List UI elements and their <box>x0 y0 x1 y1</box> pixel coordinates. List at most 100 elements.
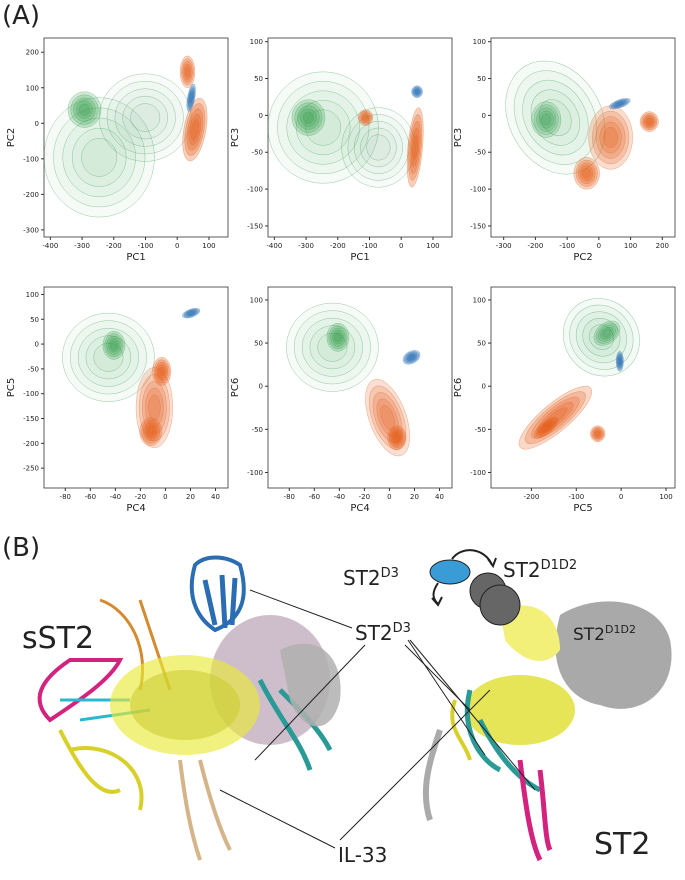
axes-frame <box>490 37 676 238</box>
x-tick-label: 20 <box>410 493 419 501</box>
density-contour <box>591 426 605 441</box>
density-contour <box>186 83 196 112</box>
density-plot: -80 -60 -40 -20 0 20 40-250-200-150-100-500501… <box>6 286 229 514</box>
label-st2: ST2 <box>594 827 650 862</box>
y-tick-label: 100 <box>473 38 486 46</box>
density-contour <box>617 354 623 369</box>
x-axis-label: PC1 <box>126 252 145 263</box>
x-tick-label: -300 <box>298 242 314 250</box>
x-tick-label: -400 <box>266 242 282 250</box>
label-sst2: sST2 <box>22 621 94 656</box>
density-contour <box>53 107 146 208</box>
density-contour <box>155 361 169 381</box>
density-contour <box>536 107 557 132</box>
x-tick-label: 0 <box>619 493 623 501</box>
density-contour <box>536 418 557 437</box>
y-tick-label: 50 <box>254 75 263 83</box>
y-tick-label: 100 <box>26 84 39 92</box>
density-contour <box>413 87 421 96</box>
density-contour <box>409 121 421 174</box>
density-contour <box>309 325 356 370</box>
x-tick-label: -100 <box>138 242 154 250</box>
density-contour <box>539 99 572 136</box>
y-tick-label: 0 <box>35 120 39 128</box>
density-contour <box>184 66 191 78</box>
density-contour <box>598 324 616 342</box>
density-contour <box>612 99 627 108</box>
density-contour <box>408 354 415 360</box>
density-contour <box>317 332 348 362</box>
x-tick-label: -80 <box>60 493 71 501</box>
y-tick-label: -100 <box>23 155 39 163</box>
y-axis-label: PC6 <box>453 378 464 397</box>
density-contour <box>102 330 126 360</box>
x-tick-label: 100 <box>659 493 672 501</box>
density-contour <box>588 105 633 170</box>
density-contour <box>366 134 391 161</box>
density-contour <box>580 165 594 182</box>
density-contour <box>294 102 323 133</box>
density-contour <box>295 99 351 156</box>
x-tick-label: 100 <box>624 242 637 250</box>
density-contour <box>522 80 589 156</box>
x-axis-label: PC4 <box>350 503 369 514</box>
x-tick-label: -60 <box>309 493 320 501</box>
x-tick-label: -40 <box>334 493 345 501</box>
density-contour <box>575 159 598 187</box>
density-contour <box>618 357 622 365</box>
density-contour <box>179 55 196 89</box>
density-contour <box>186 108 204 151</box>
density-contour <box>293 310 371 385</box>
density-contour <box>78 103 91 116</box>
density-contour <box>582 317 621 357</box>
y-tick-label: 0 <box>35 341 39 349</box>
y-tick-label: -150 <box>470 222 486 230</box>
density-contour <box>365 379 410 457</box>
density-contour <box>609 98 631 110</box>
density-contour <box>188 90 194 105</box>
density-contour <box>592 428 603 440</box>
sst2-structure <box>37 555 341 861</box>
density-contour <box>600 327 614 340</box>
y-tick-label: -100 <box>23 390 39 398</box>
y-tick-label: 100 <box>473 296 486 304</box>
density-contour <box>595 430 601 437</box>
density-contour <box>146 426 155 437</box>
density-contour <box>76 100 93 119</box>
x-tick-label: -20 <box>135 493 146 501</box>
density-contour <box>360 127 397 168</box>
density-contour <box>412 134 419 161</box>
densities <box>44 55 208 218</box>
density-contour <box>73 97 96 122</box>
density-contour <box>141 419 161 444</box>
y-tick-label: -100 <box>247 186 263 194</box>
density-contour <box>182 97 208 162</box>
x-tick-label: -200 <box>106 242 122 250</box>
y-tick-label: 100 <box>250 38 263 46</box>
y-tick-label: 50 <box>30 316 39 324</box>
density-plot: -200 -100 0 100 -100 -50 0 50 100 PC5 PC6 <box>453 286 676 514</box>
density-contour <box>533 104 559 135</box>
density-contour <box>186 310 196 316</box>
x-tick-label: 100 <box>202 242 215 250</box>
schematic <box>429 549 521 626</box>
density-contour <box>188 88 195 108</box>
density-plot: -400 -300 -200 -100 0 100-300-200-1000100200P… <box>6 37 229 263</box>
y-tick-label: 100 <box>26 291 39 299</box>
density-contour <box>610 99 629 109</box>
panel-label: (A) <box>2 1 40 31</box>
density-contour <box>188 113 202 146</box>
density-contour <box>387 425 407 451</box>
y-tick-label: 200 <box>26 49 39 57</box>
density-contour <box>531 101 562 138</box>
density-contour <box>599 121 622 154</box>
density-contour <box>110 340 118 351</box>
densities <box>268 71 424 188</box>
axes-frame <box>267 286 453 489</box>
density-contour <box>139 417 163 447</box>
density-contour <box>534 416 559 439</box>
x-tick-label: -60 <box>85 493 96 501</box>
density-contour <box>641 113 658 131</box>
density-plot: -300 -200 -100 0 100 200 -150 -100 -50 0 50 100 PC2 P… <box>453 37 676 263</box>
